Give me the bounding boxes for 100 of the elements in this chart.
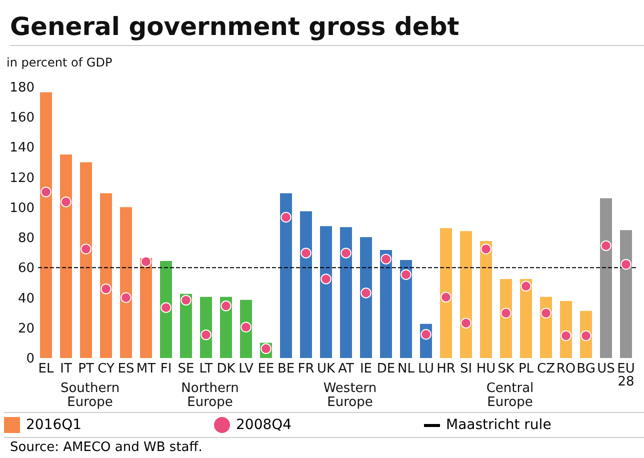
point [140,256,152,268]
x-tick-label: SK [498,362,515,376]
legend-label: 2008Q4 [236,417,292,433]
x-tick-label: SI [460,362,472,376]
x-tick-label: US [597,362,615,376]
bar [500,278,512,358]
point [220,300,232,312]
bar [100,193,112,358]
point [160,302,172,313]
point [520,280,532,292]
x-tick-label: ES [118,362,134,376]
bar [600,198,612,358]
bar [40,92,52,358]
bar [120,207,132,358]
bar [520,278,532,358]
bar [300,211,312,358]
point [120,292,132,303]
x-tick-label: UK [316,362,336,376]
bar [280,193,292,358]
x-tick-label: EU 28 [617,362,635,390]
point [340,248,352,258]
x-tick-label: AT [338,362,354,376]
x-tick-label: IE [360,362,372,376]
chart-title: General government gross debt [10,12,644,46]
legend-label: 2016Q1 [26,417,82,433]
x-tick-label: PL [518,362,534,376]
bar [440,228,452,358]
y-tick-label: 160 [10,110,34,126]
x-tick-label: DE [376,362,396,376]
text: Southern Europe [60,381,120,410]
bar [320,226,332,358]
bar [360,237,372,358]
text: Central Europe [486,381,534,410]
bar [460,231,472,358]
point [360,288,372,298]
x-tick-label: NL [398,362,416,376]
x-tick-label: BG [576,362,596,376]
bar [480,241,492,358]
point [280,212,292,223]
text: Northern Europe [181,381,239,410]
point [460,318,472,328]
x-tick-label: CZ [537,362,556,376]
x-tick-label: RO [556,362,576,376]
point [240,322,252,332]
point [440,292,452,303]
y-tick-label: 80 [18,231,34,246]
source-note: Source: AMECO and WB staff. [10,440,202,455]
y-tick-label: 140 [10,140,34,156]
point [600,240,612,252]
x-tick-label: MT [136,362,156,376]
point [480,244,492,254]
x-tick-label: LU [418,362,434,376]
point [420,329,432,340]
point [40,186,52,198]
point [540,308,552,318]
point [500,308,512,318]
point [200,329,212,340]
x-tick-label: LV [238,362,254,376]
y-tick-label: 0 [26,352,34,366]
bar [140,258,152,358]
bar [620,230,632,358]
x-tick-label: FR [298,362,314,376]
x-tick-label: BE [277,362,295,376]
y-axis-title: in percent of GDP [6,56,112,70]
bar [380,250,392,358]
x-tick-label: EL [38,362,54,376]
point [580,330,592,342]
y-tick-label: 40 [18,291,34,306]
bar [80,162,92,358]
point [300,248,312,258]
y-tick-label: 100 [10,200,34,216]
x-tick-label: EE [258,362,274,376]
point [380,254,392,264]
x-tick-label: FI [160,362,172,376]
bar [400,260,412,358]
y-tick-label: 60 [18,261,34,276]
x-tick-label: IT [60,362,72,376]
y-tick-label: 120 [10,170,34,186]
legend-label: Maastricht rule [446,417,552,433]
bar [340,227,352,358]
x-tick-label: HR [436,362,456,376]
point [400,269,412,280]
x-tick-label: PT [78,362,94,376]
bar [60,154,72,358]
y-tick-label: 180 [10,80,34,96]
point [60,196,72,208]
point [320,274,332,284]
bar [160,261,172,358]
point [180,294,192,306]
point [100,284,112,294]
text: Western Europe [323,381,377,410]
x-tick-label: DK [216,362,236,376]
point [80,244,92,254]
point [620,258,632,270]
point [560,330,572,342]
x-tick-label: CY [98,362,114,376]
x-tick-label: LT [199,362,213,376]
x-tick-label: HU [476,362,496,376]
y-tick-label: 20 [18,321,34,336]
x-tick-label: SE [178,362,194,376]
